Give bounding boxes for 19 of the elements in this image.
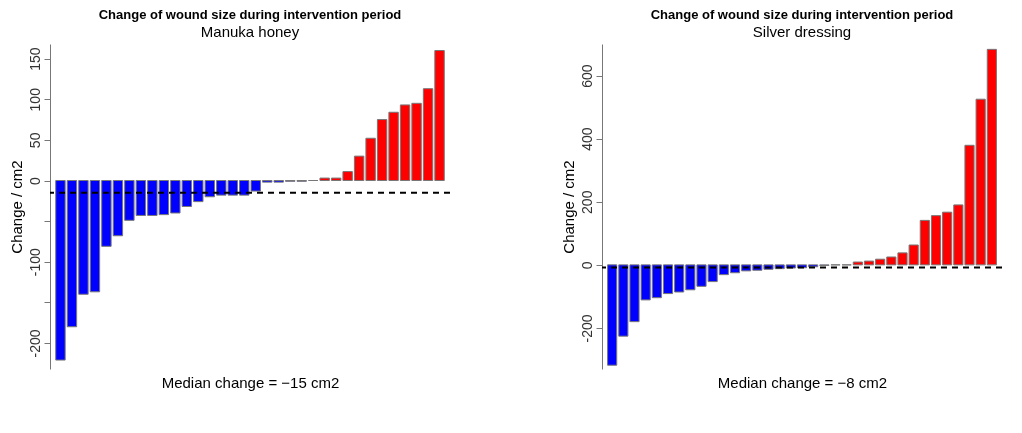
y-tick-label: -200 bbox=[26, 329, 43, 358]
y-tick-label: 150 bbox=[26, 47, 43, 71]
chart-title: Change of wound size during intervention period bbox=[98, 7, 402, 22]
y-axis-title: Change / cm2 bbox=[7, 160, 25, 254]
chart-title: Change of wound size during intervention period bbox=[650, 7, 954, 22]
x-axis-title: Median change = −8 cm2 bbox=[717, 373, 888, 391]
x-axis-title: Median change = −15 cm2 bbox=[161, 373, 340, 391]
y-tick-label: 50 bbox=[26, 132, 43, 149]
y-tick-label: 0 bbox=[26, 176, 43, 185]
chart-subtitle: Silver dressing bbox=[752, 23, 852, 40]
y-tick-label: 100 bbox=[26, 87, 43, 112]
y-tick-label: -200 bbox=[578, 314, 595, 343]
y-tick-label: 0 bbox=[578, 261, 595, 270]
y-tick-label: 400 bbox=[578, 127, 595, 151]
y-axis-title: Change / cm2 bbox=[559, 160, 577, 254]
y-tick-label: 600 bbox=[578, 64, 595, 88]
chart-subtitle: Manuka honey bbox=[200, 23, 300, 40]
y-tick-label: 200 bbox=[578, 190, 595, 214]
y-tick-label: -100 bbox=[26, 248, 43, 277]
